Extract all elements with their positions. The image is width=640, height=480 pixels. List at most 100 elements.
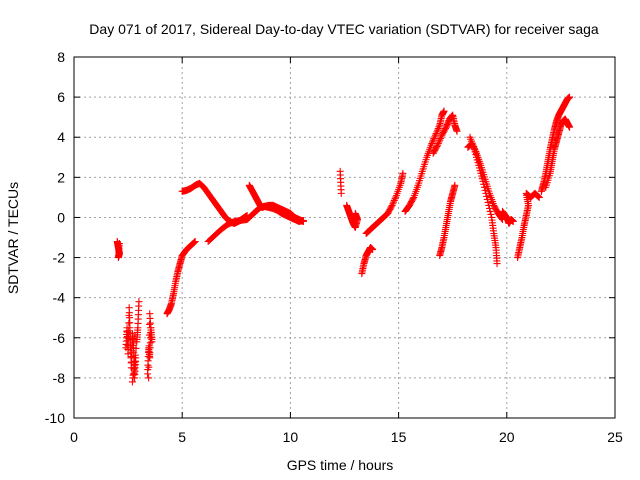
data-point bbox=[428, 140, 436, 148]
data-point bbox=[493, 260, 501, 268]
data-point bbox=[132, 344, 140, 352]
data-point bbox=[129, 371, 137, 379]
data-point bbox=[191, 238, 199, 246]
data-point bbox=[471, 146, 479, 154]
y-tick-label: -4 bbox=[53, 290, 66, 306]
data-series-seg-q bbox=[537, 93, 574, 195]
x-tick-label: 25 bbox=[607, 429, 623, 445]
data-point bbox=[436, 135, 444, 143]
data-series-seg-e bbox=[245, 181, 307, 225]
data-point bbox=[535, 193, 543, 201]
x-tick-label: 20 bbox=[499, 429, 515, 445]
data-point bbox=[337, 189, 345, 197]
data-point bbox=[387, 203, 395, 211]
data-series-seg-p bbox=[514, 189, 543, 262]
data-point bbox=[534, 192, 542, 200]
data-point bbox=[435, 138, 443, 146]
data-point bbox=[453, 127, 461, 135]
data-series-seg-m bbox=[466, 133, 501, 268]
data-point bbox=[388, 201, 396, 209]
data-point bbox=[434, 126, 442, 134]
data-point bbox=[131, 358, 139, 366]
plot-frame bbox=[73, 56, 616, 419]
data-point bbox=[484, 198, 492, 206]
data-point bbox=[429, 136, 437, 144]
data-point bbox=[146, 310, 154, 318]
data-series-seg-h bbox=[358, 244, 377, 278]
tick-layer: 0 5 10 15 20 25 -10 -8 -6 -4 -2 0 2 4 6 8 bbox=[45, 49, 623, 445]
y-axis-label: SDTVAR / TECUs bbox=[5, 182, 21, 294]
data-point bbox=[430, 135, 438, 143]
data-point bbox=[390, 198, 398, 206]
data-series-seg-a1 bbox=[113, 238, 123, 262]
data-point bbox=[431, 133, 439, 141]
data-point bbox=[470, 143, 478, 151]
x-tick-label: 15 bbox=[391, 429, 407, 445]
data-point bbox=[392, 193, 400, 201]
data-point bbox=[145, 342, 153, 350]
data-point bbox=[566, 93, 574, 101]
data-point bbox=[145, 363, 153, 371]
data-point bbox=[390, 196, 398, 204]
data-point bbox=[130, 365, 138, 373]
data-point bbox=[351, 209, 359, 217]
data-point bbox=[434, 140, 442, 148]
data-point bbox=[432, 130, 440, 138]
data-point bbox=[299, 217, 307, 225]
data-series-seg-i bbox=[362, 169, 407, 237]
data-point bbox=[472, 148, 480, 156]
data-series-seg-b bbox=[163, 238, 199, 318]
data-point bbox=[535, 193, 543, 201]
data-point bbox=[389, 200, 397, 208]
data-point bbox=[481, 186, 489, 194]
data-point bbox=[431, 131, 439, 139]
x-axis-label: GPS time / hours bbox=[287, 457, 394, 473]
y-tick-label: -6 bbox=[53, 330, 66, 346]
data-point bbox=[190, 238, 198, 246]
data-series-seg-n bbox=[464, 139, 506, 223]
data-point bbox=[135, 298, 143, 306]
data-point bbox=[190, 239, 198, 247]
data-point bbox=[437, 133, 445, 141]
data-point bbox=[429, 138, 437, 146]
data-point bbox=[468, 139, 476, 147]
data-point bbox=[145, 352, 153, 360]
data-point bbox=[128, 378, 136, 386]
y-tick-label: 2 bbox=[57, 169, 65, 185]
data-point bbox=[470, 144, 478, 152]
data-point bbox=[399, 169, 407, 177]
data-series-seg-f bbox=[336, 167, 345, 197]
data-series-seg-l bbox=[436, 181, 459, 260]
data-point bbox=[146, 320, 154, 328]
y-tick-label: 6 bbox=[57, 89, 65, 105]
data-point bbox=[483, 192, 491, 200]
data-series-seg-r bbox=[542, 115, 574, 191]
data-point bbox=[566, 123, 574, 131]
data-layer bbox=[113, 93, 574, 386]
data-point bbox=[427, 141, 435, 149]
data-point bbox=[145, 374, 153, 382]
x-tick-label: 5 bbox=[178, 429, 186, 445]
data-point bbox=[433, 143, 441, 151]
data-point bbox=[434, 125, 442, 133]
data-point bbox=[409, 195, 417, 203]
data-point bbox=[440, 107, 448, 115]
y-tick-label: 0 bbox=[57, 209, 65, 225]
data-point bbox=[433, 128, 441, 136]
y-tick-label: 8 bbox=[57, 49, 65, 65]
data-point bbox=[469, 141, 477, 149]
x-tick-label: 10 bbox=[283, 429, 299, 445]
data-point bbox=[509, 217, 517, 225]
y-tick-label: 4 bbox=[57, 129, 65, 145]
data-point bbox=[435, 123, 443, 131]
data-point bbox=[486, 207, 494, 215]
data-point bbox=[451, 181, 459, 189]
data-point bbox=[434, 141, 442, 149]
y-tick-label: -8 bbox=[53, 370, 66, 386]
grid-layer bbox=[74, 57, 615, 418]
data-series-seg-a3 bbox=[144, 310, 156, 382]
data-series-seg-a2 bbox=[122, 298, 143, 386]
data-series-seg-g bbox=[343, 201, 361, 231]
